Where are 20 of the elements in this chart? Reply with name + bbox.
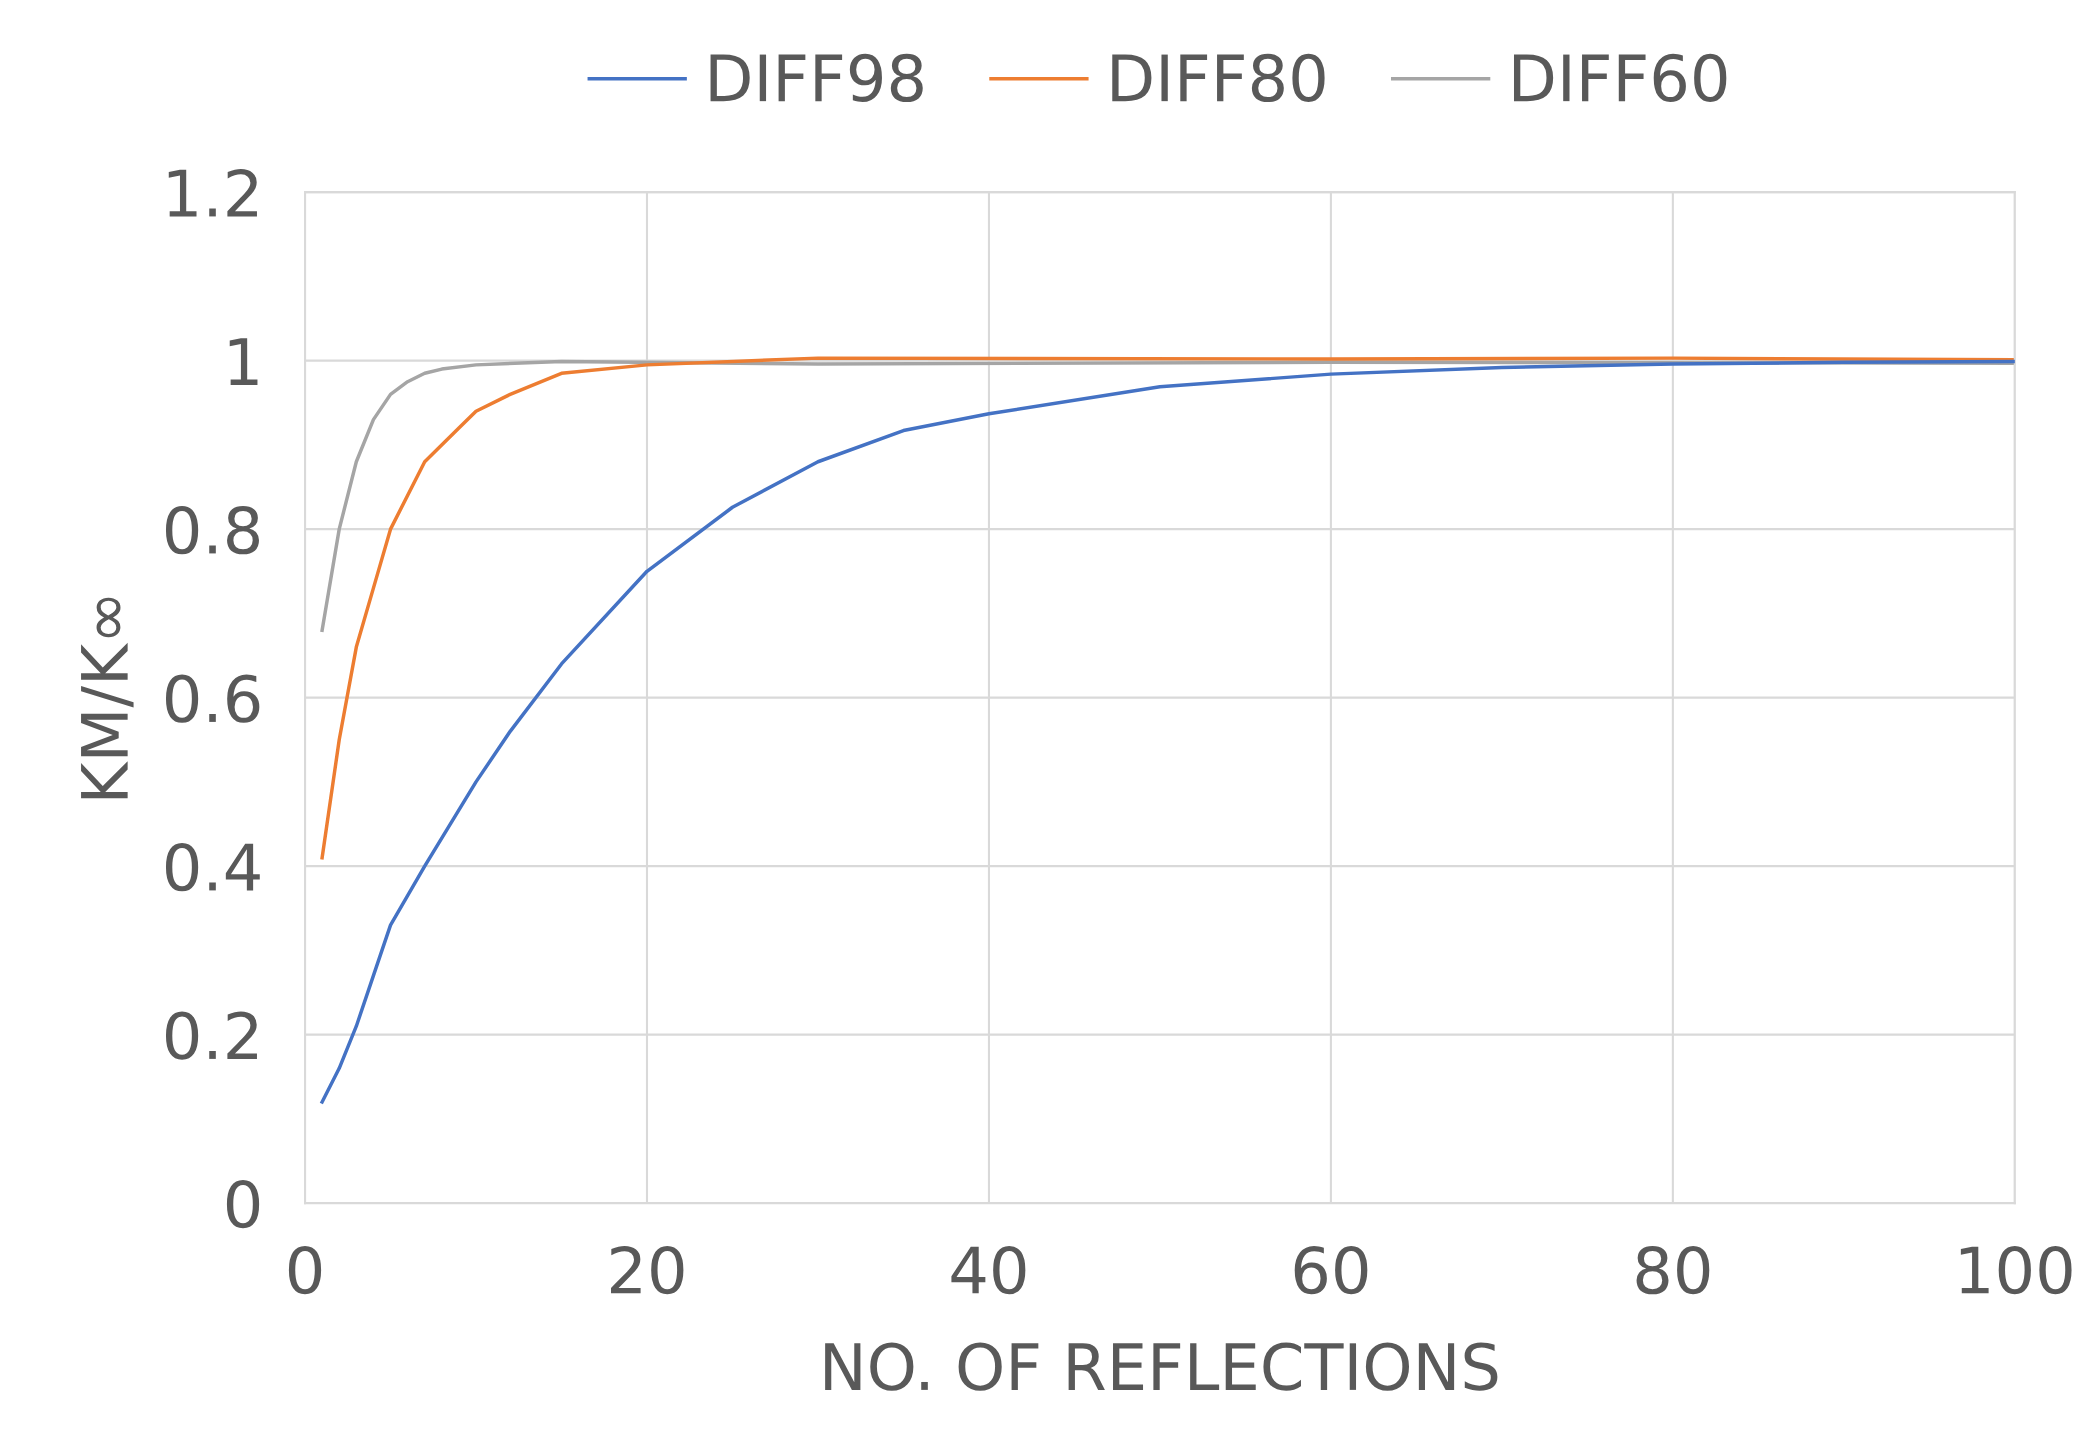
x-tick-label: 100: [1960, 1245, 2072, 1295]
x-tick-label: 40: [951, 1245, 1026, 1295]
x-tick-label: 80: [1636, 1245, 1710, 1295]
line-series: [320, 359, 2015, 1104]
legend-label: DIFF80: [1112, 53, 1325, 103]
y-axis-title: KM/K∞: [81, 597, 134, 799]
y-tick-label: 1.2: [168, 169, 257, 217]
legend-label: DIFF60: [1514, 53, 1727, 103]
y-tick-label: 0.2: [165, 1011, 257, 1060]
y-tick-label: 0.8: [165, 506, 259, 555]
x-tick-label: 20: [611, 1245, 684, 1295]
y-tick-label: 0.6: [165, 674, 260, 723]
y-tick-label: 0.4: [165, 842, 260, 892]
y-tick-label: 0: [226, 1179, 260, 1229]
legend-label: DIFF98: [710, 53, 923, 103]
line-series: [320, 356, 2015, 860]
y-tick-label: 1: [229, 338, 258, 385]
x-axis-title: NO. OF REFLECTIONS: [825, 1342, 1498, 1391]
x-tick-label: 60: [1294, 1245, 1368, 1295]
x-tick-label: 0: [288, 1245, 322, 1295]
